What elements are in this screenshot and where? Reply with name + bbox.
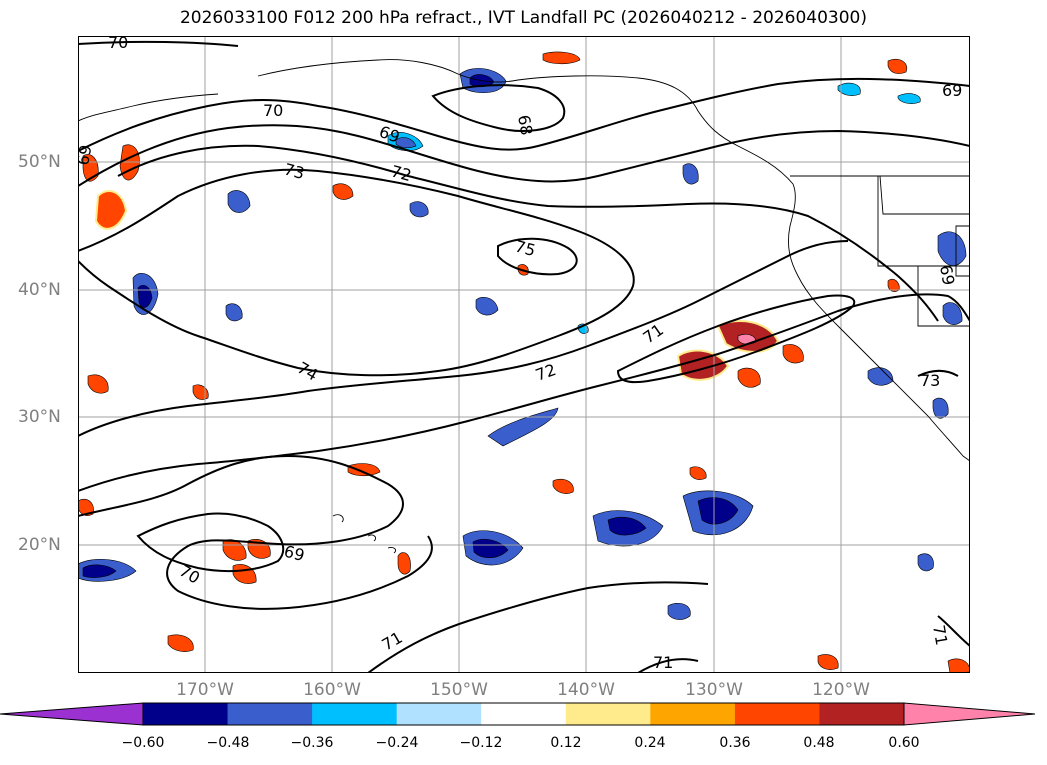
contour-label: 68 [514, 113, 536, 136]
map-background [78, 36, 970, 673]
colorbar-tick: 0.48 [803, 735, 835, 751]
colorbar-segment [565, 703, 651, 725]
lat-lon-grid [78, 36, 970, 673]
coastlines [78, 59, 970, 554]
lat-label-30n: 30°N [18, 407, 61, 427]
colorbar-segment [143, 703, 229, 725]
contour-label: 69 [942, 81, 962, 100]
lon-label-120w: 120°W [812, 680, 870, 700]
lat-label-20n: 20°N [18, 535, 61, 555]
contour-label: 71 [653, 653, 673, 672]
contour-label: 69 [78, 143, 95, 166]
colorbar-segment [904, 703, 1035, 725]
colorbar [0, 702, 1036, 726]
negative-anomaly-fills [78, 68, 967, 620]
contour-label: 70 [263, 101, 283, 120]
colorbar-segment [481, 703, 567, 725]
colorbar-tick: 0.36 [719, 735, 751, 751]
colorbar-segment [227, 703, 313, 725]
lat-label-40n: 40°N [18, 280, 61, 300]
lon-label-150w: 150°W [430, 680, 488, 700]
colorbar-segment [312, 703, 398, 725]
lat-label-50n: 50°N [18, 152, 61, 172]
contour-label: 69 [936, 263, 958, 286]
map-frame [78, 36, 970, 673]
colorbar-segment [734, 703, 820, 725]
lon-label-130w: 130°W [685, 680, 743, 700]
contour-label: 73 [282, 160, 307, 184]
contour-label: 69 [282, 542, 307, 566]
colorbar-segment [0, 703, 143, 725]
contour-label: 70 [108, 36, 128, 52]
lon-label-140w: 140°W [557, 680, 615, 700]
colorbar-tick: −0.36 [290, 735, 334, 751]
colorbar-segment [650, 703, 736, 725]
lon-label-170w: 170°W [176, 680, 234, 700]
colorbar-tick: −0.60 [121, 735, 165, 751]
refractivity-contours [78, 40, 970, 673]
colorbar-tick: 0.24 [634, 735, 666, 751]
colorbar-tick: −0.24 [375, 735, 419, 751]
colorbar-segment [396, 703, 482, 725]
colorbar-frame [142, 702, 905, 726]
colorbar-segment [819, 703, 905, 725]
contour-label: 75 [513, 237, 538, 261]
lon-label-160w: 160°W [303, 680, 361, 700]
anomaly-edge-rings [94, 190, 780, 381]
colorbar-tick: 0.12 [550, 735, 582, 751]
contour-label: 71 [929, 623, 951, 646]
map-panel: 70 70 69 68 69 73 72 69 75 74 72 71 73 7… [78, 36, 970, 673]
map-title: 2026033100 F012 200 hPa refract., IVT La… [179, 8, 867, 28]
colorbar-tick: −0.48 [206, 735, 250, 751]
colorbar-tick: 0.60 [888, 735, 920, 751]
contour-label: 72 [389, 162, 414, 186]
colorbar-tick: −0.12 [459, 735, 503, 751]
contour-label: 73 [920, 371, 940, 390]
colorbar-segments [0, 703, 1035, 725]
